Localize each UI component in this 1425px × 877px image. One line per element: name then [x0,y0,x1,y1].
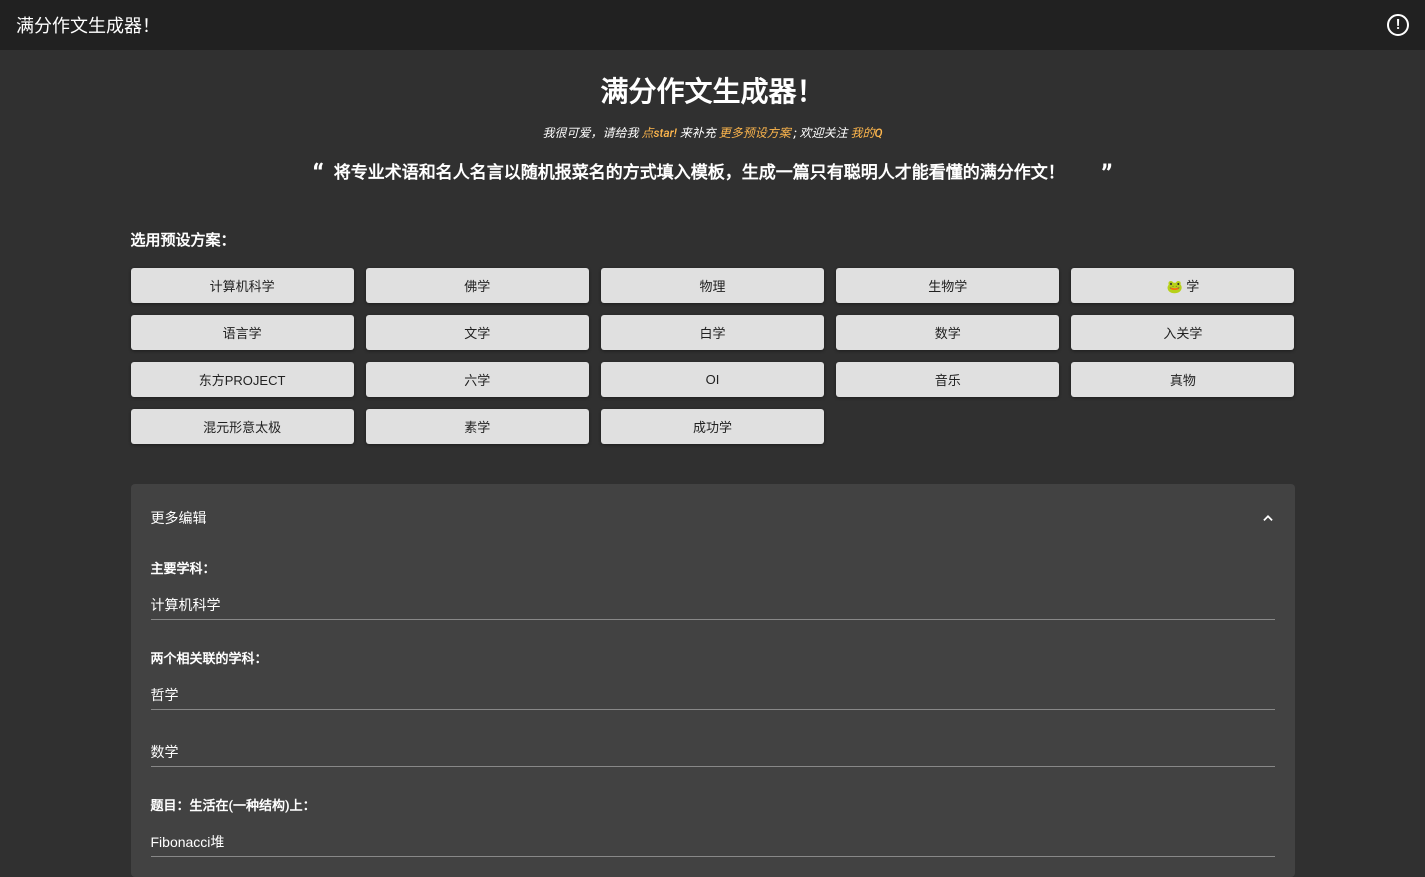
preset-button[interactable]: 六学 [366,362,589,397]
preset-button[interactable]: OI [601,362,824,397]
preset-button[interactable]: 生物学 [836,268,1059,303]
topbar: 满分作文生成器！ ! [0,0,1425,50]
star-link[interactable]: 点star! [641,126,676,140]
preset-button[interactable]: 混元形意太极 [131,409,354,444]
quote-open-icon: “ [313,161,324,189]
app-title: 满分作文生成器！ [16,12,160,38]
preset-button[interactable]: 语言学 [131,315,354,350]
chevron-up-icon [1261,511,1275,525]
topic-label: 题目：生活在(一种结构)上： [151,795,1275,814]
subtitle-text-3: ; 欢迎关注 [794,126,848,140]
main-subject-label: 主要学科： [151,558,1275,577]
preset-button[interactable]: 数学 [836,315,1059,350]
preset-grid: 计算机科学 佛学 物理 生物学 🐸 学 语言学 文学 白学 数学 入关学 东方P… [123,268,1303,444]
preset-button[interactable]: 佛学 [366,268,589,303]
related-subject-2-input[interactable] [151,738,1275,767]
topic-input[interactable] [151,828,1275,857]
panel-header[interactable]: 更多编辑 [151,508,1275,528]
preset-button[interactable]: 入关学 [1071,315,1294,350]
preset-button[interactable]: 素学 [366,409,589,444]
follow-link[interactable]: 我的Q [850,126,882,140]
preset-button[interactable]: 文学 [366,315,589,350]
quote-block: “ 将专业术语和名人名言以随机报菜名的方式填入模板，生成一篇只有聪明人才能看懂的… [123,161,1303,189]
preset-button[interactable]: 音乐 [836,362,1059,397]
quote-close-icon: ” [1101,161,1112,189]
subtitle-text-1: 我很可爱，请给我 [542,126,638,140]
quote-text: 将专业术语和名人名言以随机报菜名的方式填入模板，生成一篇只有聪明人才能看懂的满分… [334,161,1091,187]
subtitle-text-2: 来补充 [680,126,716,140]
preset-button[interactable]: 物理 [601,268,824,303]
preset-button[interactable]: 计算机科学 [131,268,354,303]
info-icon[interactable]: ! [1387,14,1409,36]
preset-button[interactable]: 白学 [601,315,824,350]
presets-label: 选用预设方案： [123,229,1303,250]
preset-button[interactable]: 🐸 学 [1071,268,1294,303]
related-subject-1-input[interactable] [151,681,1275,710]
main-subject-input[interactable] [151,591,1275,620]
preset-button[interactable]: 成功学 [601,409,824,444]
panel-title: 更多编辑 [151,508,207,528]
preset-button[interactable]: 东方PROJECT [131,362,354,397]
page-title: 满分作文生成器！ [123,70,1303,110]
subtitle: 我很可爱，请给我 点star! 来补充 更多预设方案 ; 欢迎关注 我的Q [123,124,1303,141]
preset-button[interactable]: 真物 [1071,362,1294,397]
related-subjects-label: 两个相关联的学科： [151,648,1275,667]
editor-panel: 更多编辑 主要学科： 两个相关联的学科： 题目：生活在(一种结构)上： [131,484,1295,877]
presets-link[interactable]: 更多预设方案 [719,126,791,140]
main-content: 满分作文生成器！ 我很可爱，请给我 点star! 来补充 更多预设方案 ; 欢迎… [123,50,1303,877]
